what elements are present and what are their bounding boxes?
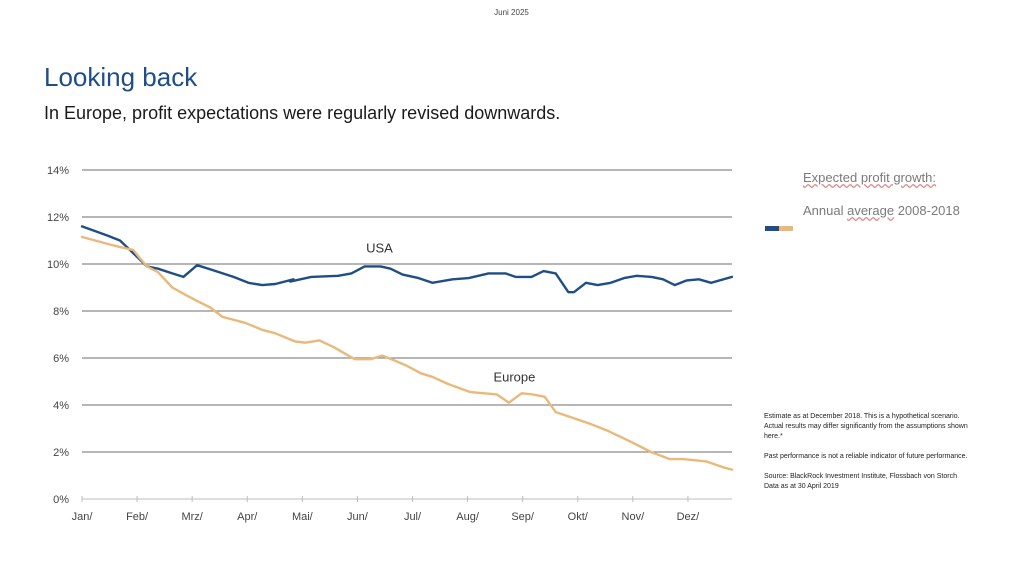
x-tick-label: Mai/ bbox=[292, 511, 314, 523]
y-tick-label: 8% bbox=[53, 306, 69, 318]
y-tick-label: 14% bbox=[47, 165, 69, 177]
x-tick-label: Feb/ bbox=[126, 511, 149, 523]
x-tick-label: Okt/ bbox=[568, 511, 589, 523]
x-tick-label: Jun/ bbox=[347, 511, 369, 523]
y-tick-label: 4% bbox=[53, 400, 69, 412]
legend-swatch-usa bbox=[765, 226, 779, 231]
series-label-europe: Europe bbox=[493, 370, 535, 385]
x-tick-label: Jul/ bbox=[404, 511, 422, 523]
note-source: Source: BlackRock Investment Institute, … bbox=[764, 473, 957, 480]
y-tick-label: 2% bbox=[53, 447, 69, 459]
x-tick-label: Sep/ bbox=[511, 511, 535, 523]
series-line-europe bbox=[80, 235, 734, 471]
x-tick-label: Nov/ bbox=[622, 511, 646, 523]
slide-title: Looking back bbox=[44, 62, 198, 92]
legend-sub-prefix: Annual bbox=[803, 203, 848, 218]
y-tick-label: 12% bbox=[47, 212, 69, 224]
legend-swatch-europe bbox=[779, 226, 793, 231]
x-tick-label: Jan/ bbox=[72, 511, 94, 523]
x-tick-label: Aug/ bbox=[456, 511, 480, 523]
x-tick-label: Mrz/ bbox=[181, 511, 203, 523]
y-tick-label: 0% bbox=[53, 494, 69, 506]
y-tick-label: 10% bbox=[47, 259, 69, 271]
profit-growth-chart: 0% 2% 4% 6% 8% 10% 12% 14% Jan/Feb/Mrz/Apr/Mai/… bbox=[47, 165, 734, 523]
note-data-date: Data as at 30 April 2019 bbox=[764, 483, 839, 490]
series-label-usa: USA bbox=[366, 240, 393, 255]
legend-sub-suffix: 2008-2018 bbox=[894, 203, 960, 218]
footnotes: Estimate as at December 2018. This is a … bbox=[764, 412, 974, 492]
series-line-usa bbox=[80, 225, 734, 294]
slide-date: Juni 2025 bbox=[494, 8, 529, 17]
x-tick-label: Apr/ bbox=[237, 511, 258, 523]
legend-sub-underlined: average bbox=[847, 203, 895, 218]
x-tick-label: Dez/ bbox=[677, 511, 701, 523]
note-past-performance: Past performance is not a reliable indic… bbox=[764, 453, 968, 460]
legend-subheading: Annual average 2008-2018 bbox=[803, 203, 960, 218]
slide-subtitle: In Europe, profit expectations were regu… bbox=[44, 103, 561, 123]
legend-heading: Expected profit growth: bbox=[803, 170, 936, 185]
note-estimate: Estimate as at December 2018. This is a … bbox=[764, 413, 968, 440]
y-tick-label: 6% bbox=[53, 353, 69, 365]
